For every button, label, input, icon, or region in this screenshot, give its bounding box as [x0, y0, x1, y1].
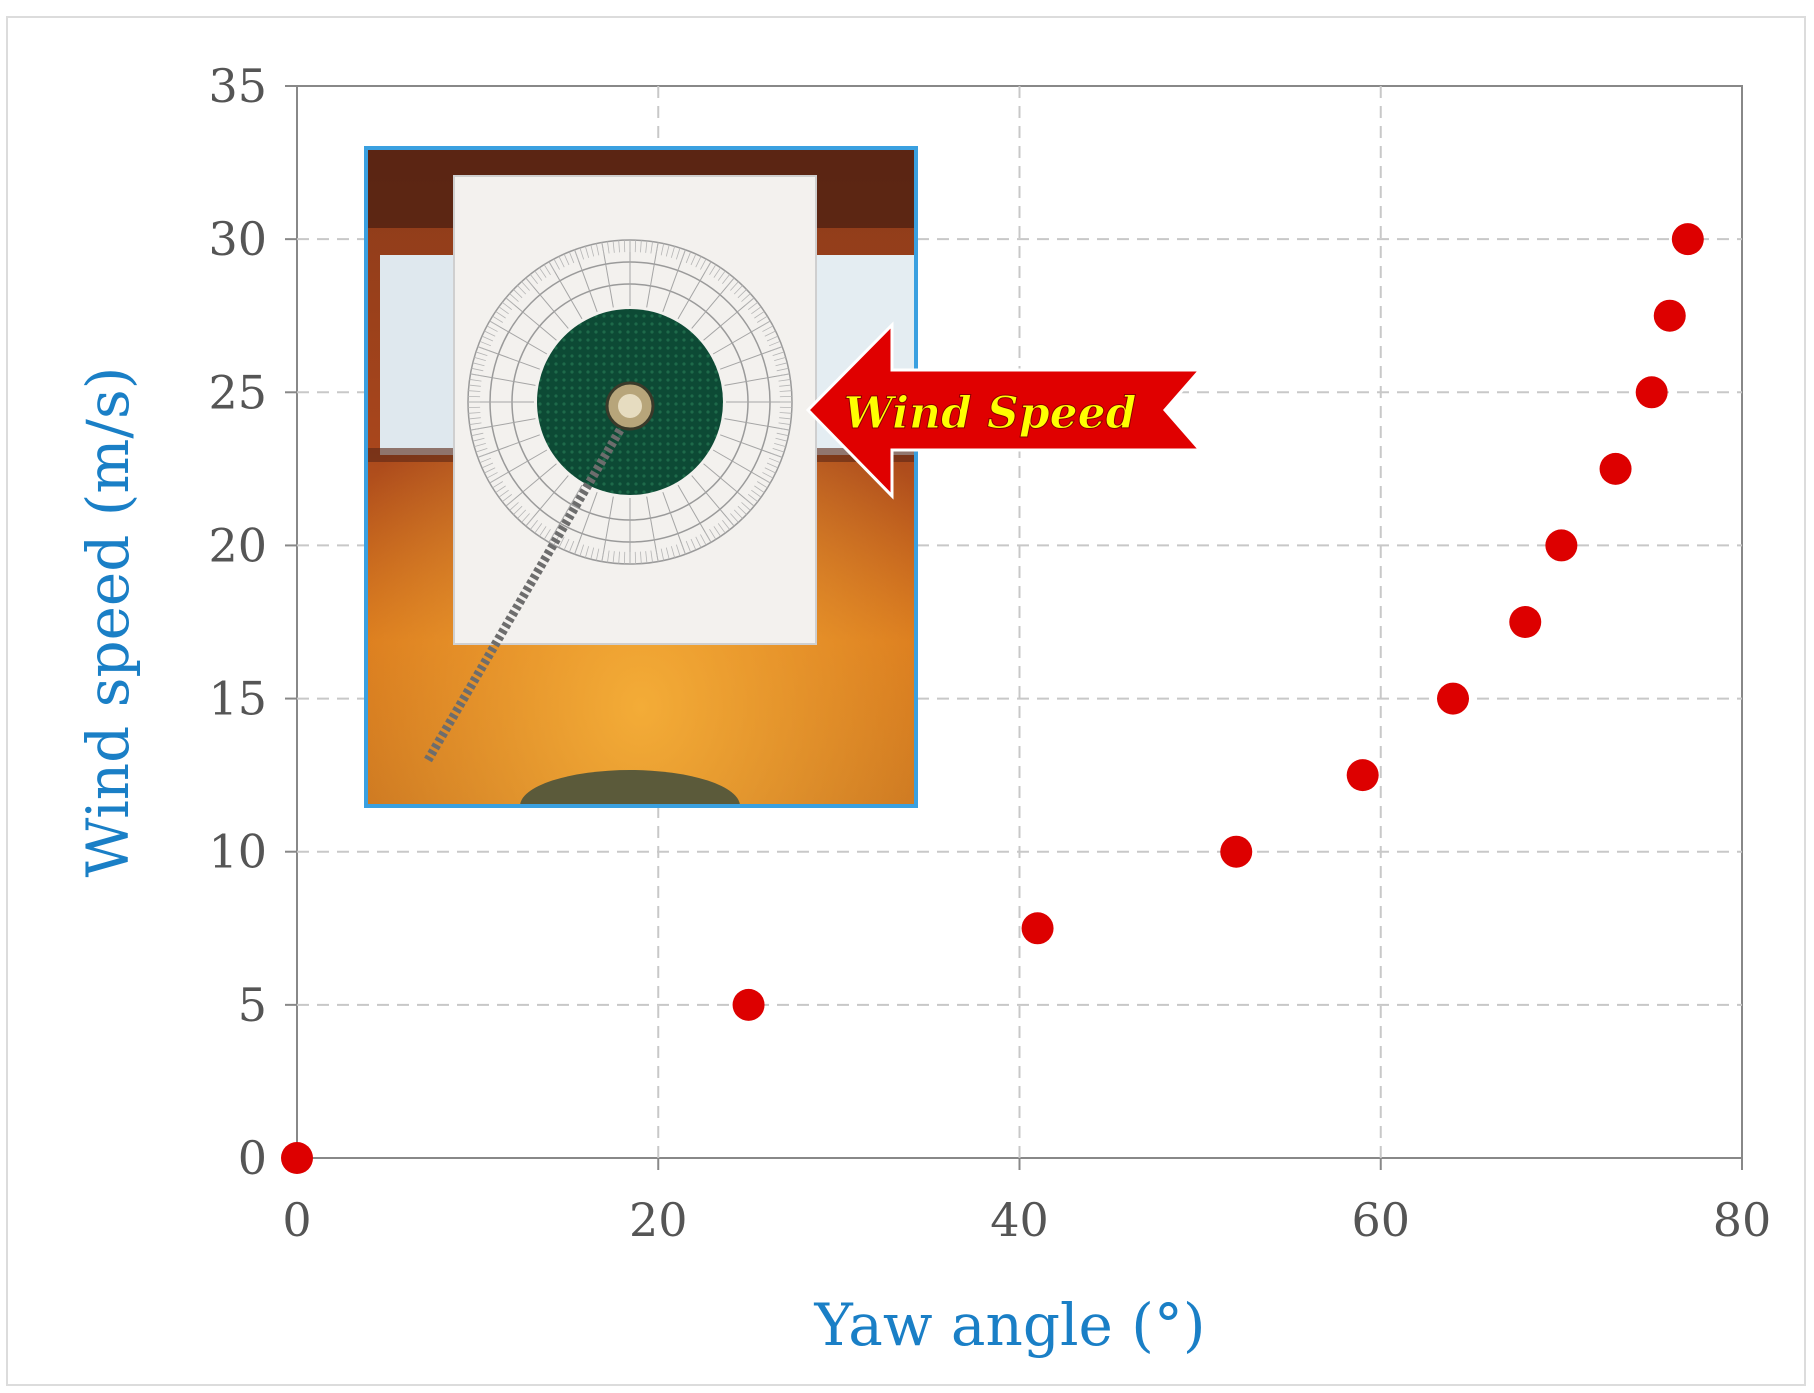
data-point	[1346, 759, 1379, 792]
left-arrow-icon	[805, 321, 1204, 500]
figure-frame	[6, 16, 1806, 1386]
data-point	[1509, 606, 1542, 638]
x-tick-label: 60	[1351, 1193, 1410, 1247]
data-point	[1635, 376, 1668, 409]
data-point	[1021, 912, 1054, 945]
data-point	[732, 988, 765, 1021]
y-axis-tick-labels: 0 5 10 15 20 25 30 35	[208, 59, 267, 1185]
x-tick-label: 0	[282, 1193, 311, 1247]
data-point	[1437, 682, 1469, 715]
inset-photo	[366, 148, 916, 806]
x-axis-tick-labels: 0 20 40 60 80	[282, 1193, 1771, 1247]
y-tick-label: 35	[208, 59, 267, 113]
y-tick-label: 15	[208, 672, 267, 726]
y-tick-label: 25	[208, 365, 267, 419]
x-tick-label: 80	[1713, 1193, 1772, 1247]
data-points	[281, 223, 1704, 1174]
data-point	[281, 1142, 313, 1174]
wind-speed-annotation: Wind Speed	[805, 321, 1204, 500]
y-axis-title: Wind speed (m/s)	[74, 367, 142, 878]
y-tick-label: 0	[238, 1131, 267, 1185]
y-tick-label: 20	[208, 518, 267, 572]
data-point	[1653, 299, 1686, 332]
x-tick-label: 20	[629, 1193, 688, 1247]
data-point	[1545, 529, 1578, 562]
x-axis-title: Yaw angle (°)	[813, 1291, 1205, 1359]
y-tick-label: 5	[238, 978, 267, 1032]
inset-photo-border	[364, 146, 918, 808]
data-point	[1220, 835, 1253, 868]
protractor-dial	[467, 239, 793, 565]
data-point	[1671, 223, 1704, 256]
annotation-label: Wind Speed	[844, 388, 1137, 439]
data-point	[1599, 452, 1632, 485]
y-tick-label: 10	[208, 825, 267, 879]
x-tick-label: 40	[990, 1193, 1049, 1247]
y-tick-label: 30	[208, 212, 267, 266]
